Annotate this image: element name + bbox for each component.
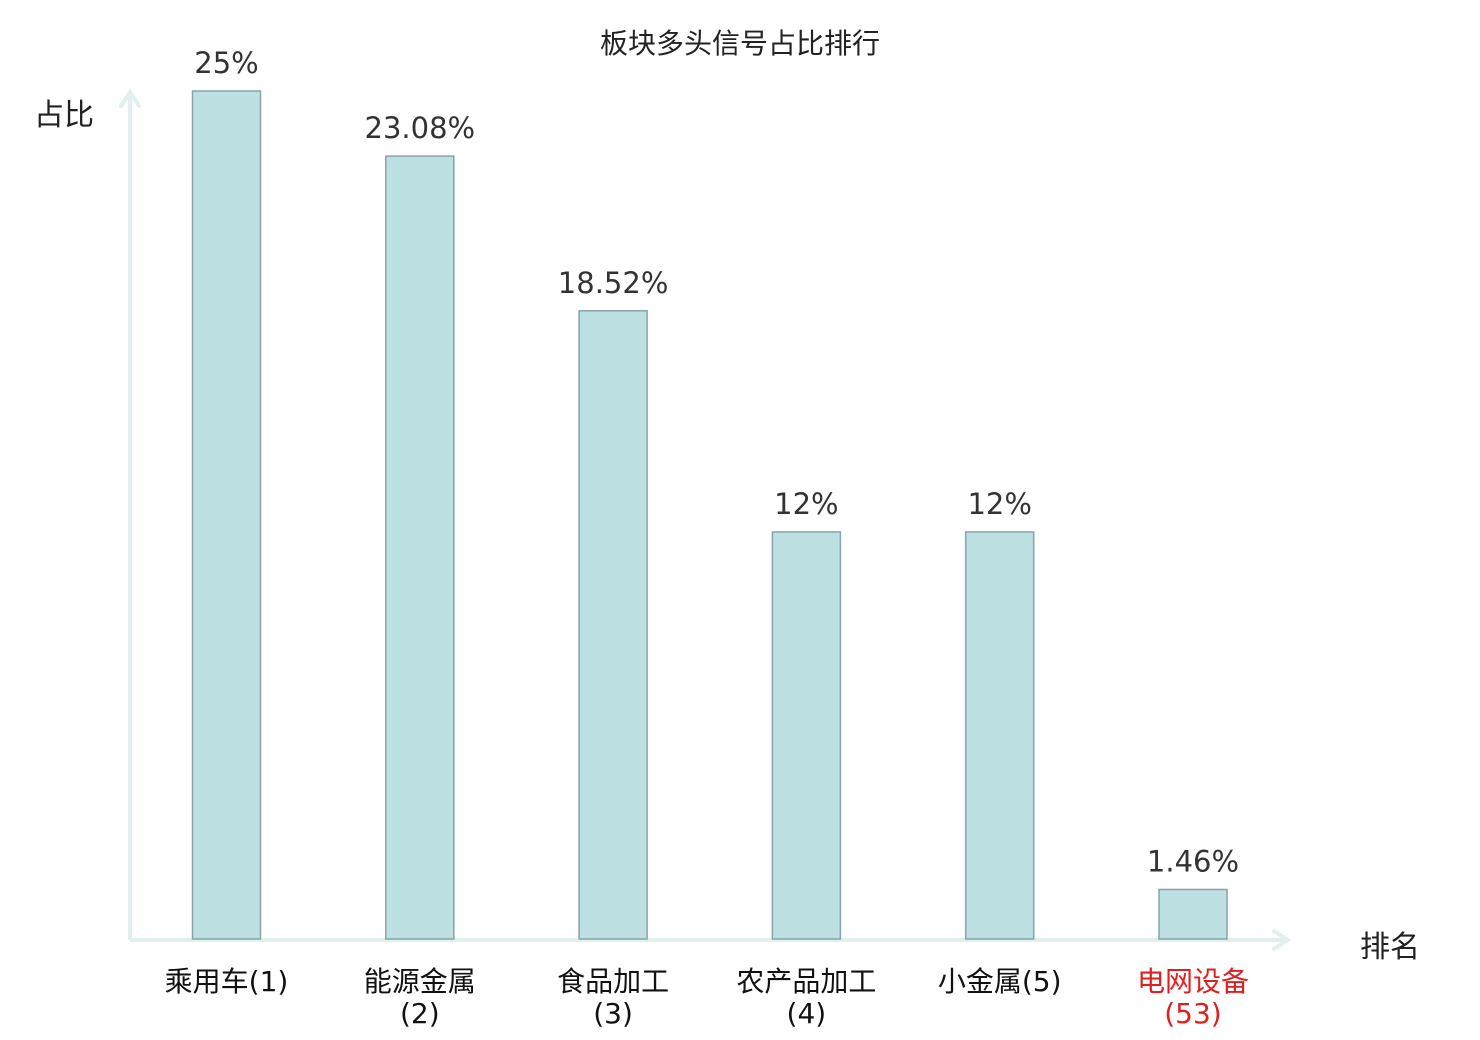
chart-title: 板块多头信号占比排行: [599, 27, 880, 60]
x-tick-label: 小金属(5): [937, 965, 1062, 998]
data-label: 25%: [194, 46, 258, 80]
data-label: 23.08%: [365, 111, 476, 145]
data-label: 12%: [967, 487, 1031, 521]
bar: [578, 310, 648, 940]
x-tick-label: 农产品加工(4): [736, 965, 877, 1030]
bar: [964, 531, 1035, 940]
data-label: 18.52%: [558, 266, 669, 300]
bar: [771, 531, 842, 940]
x-tick-label: 能源金属(2): [363, 965, 476, 1030]
bar: [385, 155, 455, 940]
x-tick-label: 乘用车(1): [164, 965, 289, 998]
x-tick-label: 食品加工(3): [557, 965, 670, 1030]
bar: [1158, 888, 1228, 940]
data-label: 12%: [774, 487, 838, 521]
y-axis-title: 占比: [34, 98, 94, 133]
x-tick-label: 电网设备(53): [1136, 965, 1249, 1030]
y-axis-arrow: [119, 88, 141, 108]
x-axis-arrow: [1272, 929, 1292, 951]
data-label: 1.46%: [1147, 844, 1239, 878]
bar: [191, 90, 262, 940]
x-axis-title: 排名: [1360, 930, 1420, 965]
